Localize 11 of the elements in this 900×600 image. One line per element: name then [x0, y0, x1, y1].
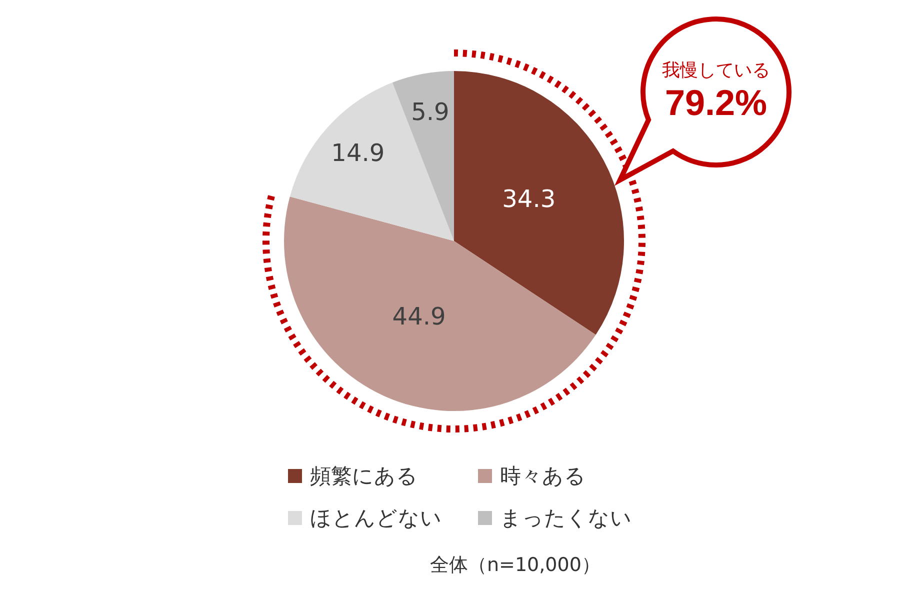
data-label: 44.9	[392, 302, 446, 331]
legend-label: 頻繁にある	[310, 463, 418, 490]
text: 79.2%	[664, 82, 768, 124]
text: 我慢している	[661, 59, 771, 82]
data-label: 34.3	[502, 184, 556, 213]
data-label: 5.9	[411, 98, 450, 126]
text: 全体（n=10,000）	[430, 553, 600, 578]
legend-label: 時々ある	[500, 463, 586, 490]
legend-label: まったくない	[500, 505, 632, 532]
data-label: 14.9	[331, 138, 385, 167]
legend-label: ほとんどない	[310, 505, 442, 532]
